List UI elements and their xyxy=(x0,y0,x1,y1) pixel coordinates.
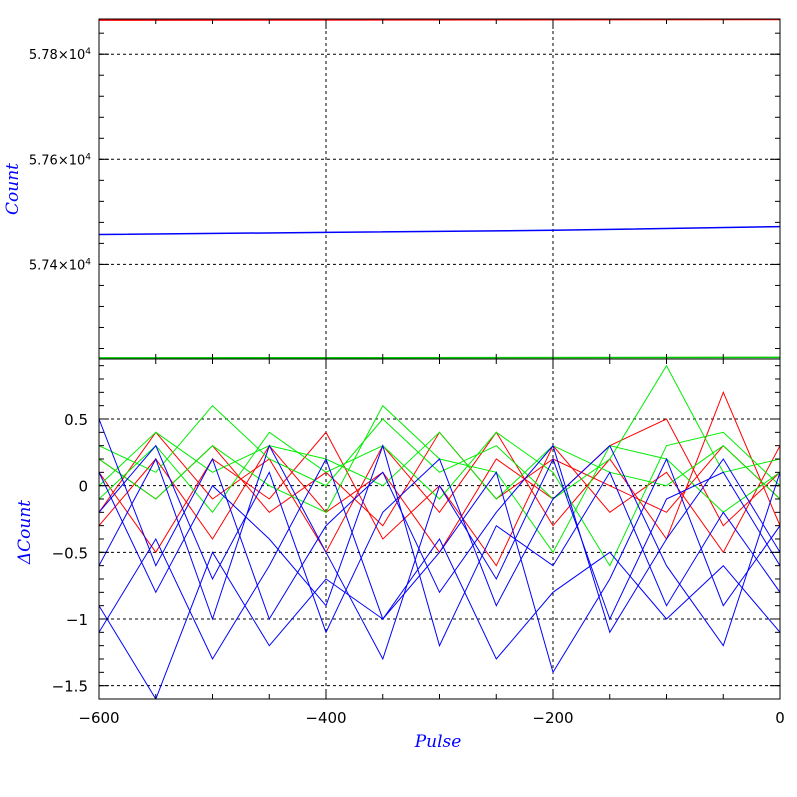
y-tick-label: 5.76×104 xyxy=(29,152,91,168)
series-line xyxy=(99,431,780,500)
top-series xyxy=(99,19,780,359)
y-tick-label: 0 xyxy=(78,478,88,496)
x-tick-label: 0 xyxy=(775,709,785,727)
series-line xyxy=(99,457,780,674)
top-grid xyxy=(99,19,780,359)
top-frame xyxy=(98,18,781,360)
series-line xyxy=(99,404,780,554)
y-tick-label: 5.78×104 xyxy=(29,47,91,63)
top-ticks xyxy=(98,19,781,359)
series-line xyxy=(99,225,780,236)
top-panel: 5.74×104 5.76×104 5.78×104 Count xyxy=(3,18,781,360)
bottom-series xyxy=(99,364,780,699)
top-ytick-labels: 5.74×104 5.76×104 5.78×104 xyxy=(29,47,91,273)
series-line xyxy=(99,418,780,634)
series-line xyxy=(99,444,780,661)
series-line xyxy=(99,364,780,500)
y-tick-label: −1 xyxy=(66,611,88,629)
y-tick-label: −0.5 xyxy=(52,544,88,562)
bottom-xtick-labels: −600 −400 −200 0 xyxy=(78,709,784,727)
bottom-xlabel: Pulse xyxy=(414,732,462,752)
x-tick-label: −400 xyxy=(305,709,346,727)
y-tick-label: −1.5 xyxy=(52,678,88,696)
y-tick-label: 0.5 xyxy=(64,411,88,429)
bottom-ytick-labels: −1.5 −1 −0.5 0 0.5 xyxy=(52,411,88,696)
series-line xyxy=(99,431,780,567)
y-tick-label: 5.74×104 xyxy=(29,257,91,273)
series-line xyxy=(99,444,780,648)
bottom-ylabel: ΔCount xyxy=(15,500,35,565)
series-line xyxy=(99,444,780,647)
bottom-frame xyxy=(98,358,781,700)
bottom-grid xyxy=(99,359,780,699)
top-ylabel: Count xyxy=(3,163,23,215)
bottom-panel: −1.5 −1 −0.5 0 0.5 −600 −400 −200 0 ΔCount Puls… xyxy=(15,358,785,752)
bottom-ticks xyxy=(98,359,781,700)
x-tick-label: −600 xyxy=(78,709,119,727)
x-tick-label: −200 xyxy=(532,709,573,727)
series-line xyxy=(99,538,780,699)
